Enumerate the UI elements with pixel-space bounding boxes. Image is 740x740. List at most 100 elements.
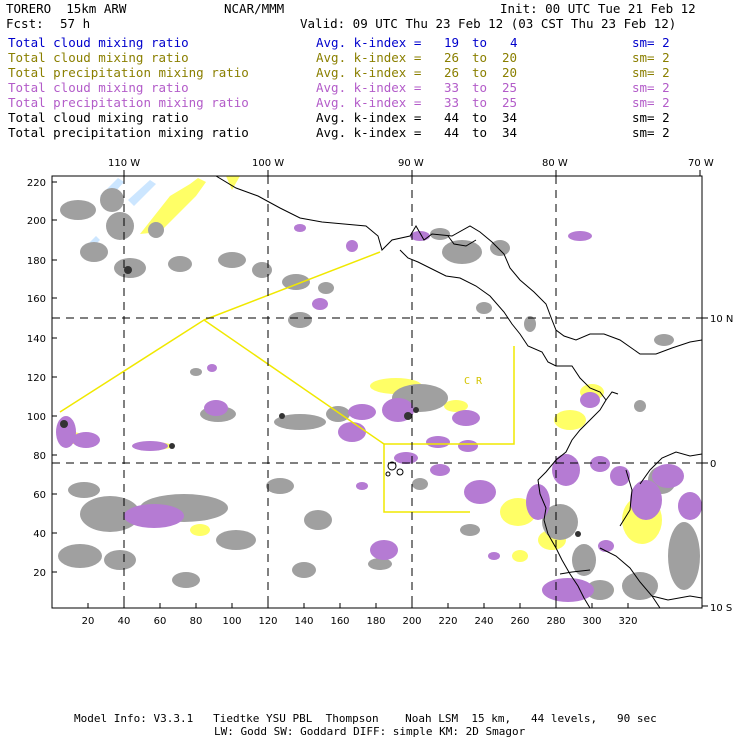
coastline	[215, 176, 702, 608]
right-ticks	[702, 317, 708, 607]
legend-from: 44	[444, 110, 460, 125]
legend-to-word: to	[472, 95, 488, 110]
y-tick-label: 100	[27, 412, 46, 423]
y-tick-labels: 220 200 180 160 140 120 100 80 60 40 20	[27, 178, 46, 579]
legend-avg: Avg. k-index =	[316, 50, 422, 65]
legend-avg: Avg. k-index =	[316, 65, 422, 80]
legend-from: 33	[444, 95, 460, 110]
physics-info: LW: Godd SW: Goddard DIFF: simple KM: 2D…	[214, 725, 526, 738]
fcst-value: 57 h	[60, 16, 91, 31]
map-frame	[51, 175, 703, 609]
legend-field: Total precipitation mixing ratio	[8, 95, 249, 110]
model-info: Model Info: V3.3.1 Tiedtke YSU PBL Thomp…	[74, 712, 657, 725]
legend-from: 44	[444, 125, 460, 140]
field-layer	[52, 176, 702, 608]
legend-field: Total precipitation mixing ratio	[8, 65, 249, 80]
legend-from: 33	[444, 80, 460, 95]
x-tick-label: 260	[510, 616, 529, 627]
y-tick-label: 220	[27, 178, 46, 189]
legend-field: Total cloud mixing ratio	[8, 80, 189, 95]
legend-avg: Avg. k-index =	[316, 35, 422, 50]
lat-label: 0	[710, 459, 716, 470]
legend-field: Total cloud mixing ratio	[8, 35, 189, 50]
valid-time: Valid: 09 UTC Thu 23 Feb 12 (03 CST Thu …	[300, 16, 677, 31]
purple-cloud-field	[56, 224, 702, 602]
legend-from: 26	[444, 65, 460, 80]
legend-to: 25	[502, 95, 518, 110]
x-tick-labels: 20 40 60 80 100 120 140 160 180 200 220 …	[82, 616, 638, 627]
lon-label: 100 W	[252, 158, 284, 169]
region-label: C R	[464, 376, 483, 387]
y-tick-label: 200	[27, 216, 46, 227]
y-tick-label: 80	[33, 451, 46, 462]
legend-to-word: to	[472, 125, 488, 140]
graticule	[52, 176, 702, 608]
legend-from: 26	[444, 50, 460, 65]
center-name: NCAR/MMM	[224, 1, 285, 16]
y-tick-label: 40	[33, 529, 46, 540]
gray-cloud-field	[58, 188, 700, 600]
left-ticks	[52, 181, 57, 573]
legend-to-word: to	[472, 35, 488, 50]
x-tick-label: 60	[154, 616, 167, 627]
y-tick-label: 160	[27, 294, 46, 305]
legend-avg: Avg. k-index =	[316, 80, 422, 95]
legend-avg: Avg. k-index =	[316, 95, 422, 110]
y-tick-label: 180	[27, 256, 46, 267]
x-tick-label: 200	[402, 616, 421, 627]
legend-sm: sm= 2	[632, 110, 670, 125]
x-tick-label: 140	[294, 616, 313, 627]
lat-label: 10 S	[710, 603, 732, 614]
x-tick-label: 40	[118, 616, 131, 627]
x-tick-label: 180	[366, 616, 385, 627]
x-tick-label: 300	[582, 616, 601, 627]
legend-sm: sm= 2	[632, 65, 670, 80]
lon-label: 70 W	[688, 158, 714, 169]
legend-from: 19	[444, 35, 460, 50]
legend-avg: Avg. k-index =	[316, 110, 422, 125]
legend-to: 34	[502, 110, 518, 125]
lon-label: 80 W	[542, 158, 568, 169]
legend-field: Total cloud mixing ratio	[8, 50, 189, 65]
top-ticks	[123, 170, 701, 176]
x-tick-label: 320	[618, 616, 637, 627]
x-tick-label: 100	[222, 616, 241, 627]
lon-label: 90 W	[398, 158, 424, 169]
legend-field: Total precipitation mixing ratio	[8, 125, 249, 140]
legend-to: 34	[502, 125, 518, 140]
x-tick-label: 220	[438, 616, 457, 627]
legend-sm: sm= 2	[632, 80, 670, 95]
legend-field: Total cloud mixing ratio	[8, 110, 189, 125]
legend-to-word: to	[472, 80, 488, 95]
legend-sm: sm= 2	[632, 125, 670, 140]
y-tick-label: 60	[33, 490, 46, 501]
x-tick-label: 80	[190, 616, 203, 627]
legend-to: 20	[502, 50, 518, 65]
y-tick-label: 120	[27, 373, 46, 384]
y-tick-label: 140	[27, 334, 46, 345]
legend-to: 20	[502, 65, 518, 80]
model-name: TORERO 15km ARW	[6, 1, 127, 16]
x-tick-label: 280	[546, 616, 565, 627]
legend-sm: sm= 2	[632, 50, 670, 65]
legend-to-word: to	[472, 50, 488, 65]
x-tick-label: 120	[258, 616, 277, 627]
legend-to: 4	[510, 35, 518, 50]
init-time: Init: 00 UTC Tue 21 Feb 12	[500, 1, 696, 16]
boundary-box	[59, 251, 515, 513]
legend-to: 25	[502, 80, 518, 95]
x-tick-label: 160	[330, 616, 349, 627]
legend-avg: Avg. k-index =	[316, 125, 422, 140]
fcst-label: Fcst:	[6, 16, 44, 31]
x-tick-label: 20	[82, 616, 95, 627]
x-tick-label: 240	[474, 616, 493, 627]
legend-to-word: to	[472, 65, 488, 80]
legend-sm: sm= 2	[632, 35, 670, 50]
galapagos-islands	[385, 461, 404, 477]
legend-sm: sm= 2	[632, 95, 670, 110]
dark-core-field	[60, 266, 581, 537]
lon-label: 110 W	[108, 158, 140, 169]
bottom-ticks	[87, 603, 629, 608]
legend-to-word: to	[472, 110, 488, 125]
